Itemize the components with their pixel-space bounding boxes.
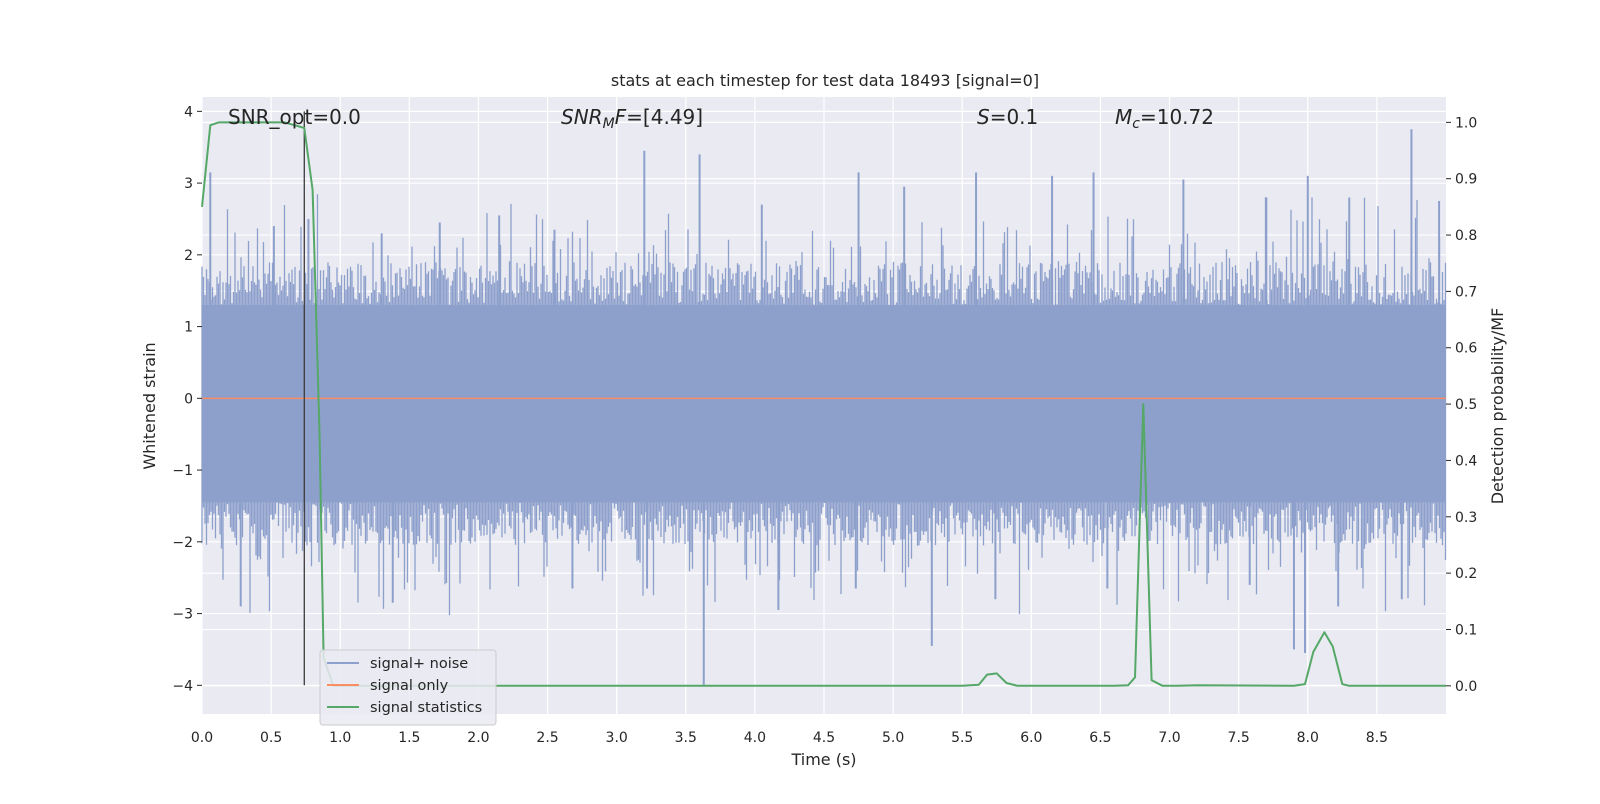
- x-tick-label: 8.0: [1297, 730, 1319, 746]
- series-signal-statistics-line: [201, 121, 1446, 687]
- x-tick-label: 2.0: [467, 730, 489, 746]
- annotation-snr-mf: SNRMF=[4.49]: [561, 105, 703, 132]
- x-tick-label: 1.0: [329, 730, 351, 746]
- annotation-snr-mf-prefix: SNR: [561, 105, 603, 129]
- annotation-snr-mf-value: =[4.49]: [626, 105, 703, 129]
- y-right-tick-label: 0.6: [1455, 341, 1477, 357]
- annotation-s-value: =0.1: [990, 105, 1039, 129]
- legend-label-signal-statistics: signal statistics: [370, 700, 482, 716]
- annotations: SNR_opt=0.0 SNRMF=[4.49] S=0.1 Mc=10.72: [228, 105, 1214, 132]
- legend-box: [319, 649, 497, 726]
- y-right-axis-label: Detection probability/MF: [1488, 308, 1507, 505]
- x-tick-label: 6.0: [1020, 730, 1042, 746]
- y-right-tick-label: 1.0: [1455, 115, 1477, 131]
- chart-title: stats at each timestep for test data 184…: [611, 71, 1039, 90]
- y-right-tick-label: 0.2: [1455, 566, 1477, 582]
- y-left-tick-labels: −4 −3 −2 −1 0 1 2 3 4: [172, 104, 202, 694]
- x-tick-label: 2.5: [536, 730, 558, 746]
- x-axis-label: Time (s): [790, 750, 856, 769]
- noise-layer: [201, 129, 1447, 686]
- x-tick-label: 3.0: [606, 730, 628, 746]
- y-left-tick-label: −4: [172, 678, 193, 694]
- y-right-tick-label: 0.5: [1455, 397, 1477, 413]
- line-layer: [201, 111, 1446, 687]
- x-tick-label: 0.0: [191, 730, 213, 746]
- x-tick-label: 1.5: [398, 730, 420, 746]
- annotation-mc-sub: c: [1132, 116, 1140, 132]
- x-tick-labels: 0.0 0.5 1.0 1.5 2.0 2.5 3.0 3.5 4.0 4.5 5.0 5.5 6.0 6…: [191, 730, 1388, 746]
- y-right-tick-label: 0.1: [1455, 622, 1477, 638]
- x-tick-label: 4.0: [744, 730, 766, 746]
- y-left-tick-label: 1: [184, 320, 193, 336]
- y-left-tick-label: 0: [184, 391, 193, 407]
- legend-label-signal-noise: signal+ noise: [370, 656, 468, 672]
- y-left-tick-label: −2: [172, 535, 193, 551]
- annotation-snr-mf-f: F: [615, 105, 627, 129]
- x-tick-label: 5.5: [951, 730, 973, 746]
- x-tick-label: 5.0: [882, 730, 904, 746]
- annotation-s-var: S: [977, 105, 990, 129]
- y-left-tick-label: 3: [184, 176, 193, 192]
- y-left-axis-label: Whitened strain: [140, 342, 159, 469]
- y-right-tick-label: 0.7: [1455, 284, 1477, 300]
- y-right-tick-label: 0.3: [1455, 510, 1477, 526]
- x-tick-label: 7.0: [1158, 730, 1180, 746]
- y-right-tick-label: 0.0: [1455, 679, 1477, 695]
- series-signal-noise-core: [202, 305, 1446, 503]
- x-tick-label: 6.5: [1089, 730, 1111, 746]
- y-left-tick-label: −3: [172, 607, 193, 623]
- y-right-tick-label: 0.8: [1455, 228, 1477, 244]
- x-tick-label: 4.5: [813, 730, 835, 746]
- y-left-tick-label: −1: [172, 463, 193, 479]
- y-left-tick-label: 2: [184, 248, 193, 264]
- annotation-mc-value: =10.72: [1140, 105, 1214, 129]
- legend: signal+ noise signal only signal statist…: [319, 649, 497, 726]
- x-tick-label: 0.5: [260, 730, 282, 746]
- x-tick-label: 3.5: [675, 730, 697, 746]
- annotation-mc-var: M: [1115, 105, 1132, 129]
- y-right-tick-label: 0.9: [1455, 172, 1477, 188]
- x-tick-label: 7.5: [1228, 730, 1250, 746]
- annotation-snr-opt: SNR_opt=0.0: [228, 105, 361, 129]
- annotation-mc: Mc=10.72: [1115, 105, 1214, 132]
- y-right-tick-label: 0.4: [1455, 453, 1477, 469]
- x-tick-label: 8.5: [1366, 730, 1388, 746]
- legend-label-signal-only: signal only: [370, 678, 449, 694]
- y-right-tick-labels: 0.0 0.1 0.2 0.3 0.4 0.5 0.6 0.7 0.8 0.9 1.0: [1446, 115, 1477, 695]
- annotation-snr-mf-sub: M: [603, 116, 615, 132]
- y-left-tick-label: 4: [184, 104, 193, 120]
- annotation-s: S=0.1: [977, 105, 1038, 129]
